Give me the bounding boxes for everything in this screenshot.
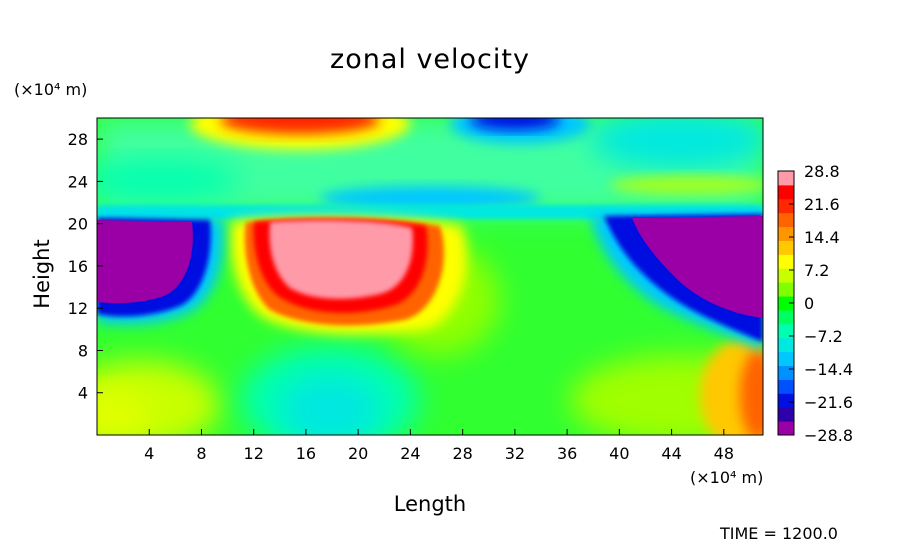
colorbar-swatch [778,393,794,408]
colorbar-swatch [778,365,794,380]
colorbar-label: 28.8 [804,162,840,181]
colorbar-label: −28.8 [804,426,853,445]
colorbar-swatch [778,296,794,311]
colorbar-swatch [778,379,794,394]
colorbar-label: −21.6 [804,393,853,412]
x-tick-label: 24 [400,444,420,463]
x-tick-label: 32 [505,444,525,463]
y-axis-ticks: 4 8 12 16 20 24 28 [68,130,103,403]
x-tick-label: 12 [244,444,264,463]
colorbar-swatch [778,407,794,422]
colorbar-labels: 28.8 21.6 14.4 7.2 0 −7.2 −14.4 −21.6 −28.8 [789,162,853,445]
y-tick-label: 24 [68,172,88,191]
colorbar-label: 21.6 [804,195,840,214]
colorbar-swatch [778,240,794,255]
colorbar-swatch [778,254,794,269]
x-tick-label: 8 [196,444,206,463]
colorbar-swatch [778,212,794,228]
x-tick-label: 4 [144,444,154,463]
colorbar-swatch [778,282,794,297]
chart-title: zonal velocity [330,44,530,75]
colorbar-label: 7.2 [804,261,829,280]
colorbar-label: −14.4 [804,360,853,379]
colorbar-label: 0 [804,294,814,313]
heatmap-field [97,118,763,435]
y-tick-label: 16 [68,257,88,276]
x-tick-label: 20 [348,444,368,463]
y-tick-label: 4 [78,384,88,403]
x-axis-unit: (×10⁴ m) [690,468,764,487]
x-tick-label: 28 [452,444,472,463]
x-axis-label: Length [393,492,467,516]
colorbar-swatch [778,421,794,436]
colorbar-swatch [778,184,794,200]
colorbar-swatch [778,198,794,214]
x-tick-label: 36 [557,444,577,463]
x-tick-label: 48 [714,444,734,463]
y-tick-label: 28 [68,130,88,149]
colorbar-swatch [778,171,794,186]
colorbar-label: −7.2 [804,327,843,346]
y-axis-unit: (×10⁴ m) [14,80,88,99]
y-tick-label: 8 [78,341,88,360]
colorbar-swatch [778,323,794,339]
colorbar-label: 14.4 [804,228,840,247]
colorbar-swatch [778,351,794,367]
colorbar-swatch [778,337,794,353]
plot-frame [96,117,764,436]
time-annotation: TIME = 1200.0 [720,524,838,543]
y-tick-label: 12 [68,299,88,318]
colorbar-swatch [778,309,794,325]
colorbar-swatch [778,268,794,283]
x-tick-label: 16 [296,444,316,463]
x-tick-label: 44 [661,444,681,463]
x-tick-label: 40 [609,444,629,463]
y-axis-label: Height [30,239,54,309]
colorbar-swatch [778,226,794,241]
x-axis-ticks: 4 8 12 16 20 24 28 32 36 40 44 48 [144,429,734,463]
y-tick-label: 20 [68,215,88,234]
